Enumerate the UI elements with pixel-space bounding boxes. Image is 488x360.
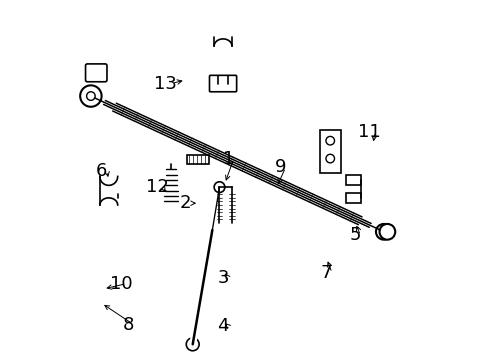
Circle shape <box>190 342 195 347</box>
Circle shape <box>380 229 386 235</box>
Text: 3: 3 <box>217 269 228 287</box>
Text: 9: 9 <box>274 158 285 176</box>
Circle shape <box>325 136 334 145</box>
Bar <box>346 193 360 203</box>
Text: 11: 11 <box>357 123 380 141</box>
Circle shape <box>379 224 394 240</box>
Bar <box>319 130 340 173</box>
Bar <box>346 175 360 185</box>
Text: 13: 13 <box>154 75 177 93</box>
Circle shape <box>375 224 391 240</box>
Text: 6: 6 <box>96 162 107 180</box>
Text: 7: 7 <box>320 264 332 282</box>
Text: 2: 2 <box>180 194 191 212</box>
Text: 5: 5 <box>349 226 360 244</box>
FancyBboxPatch shape <box>85 64 107 82</box>
Circle shape <box>186 338 199 351</box>
Circle shape <box>325 154 334 163</box>
Circle shape <box>80 85 102 107</box>
Text: 10: 10 <box>110 275 132 293</box>
Circle shape <box>86 92 95 100</box>
FancyBboxPatch shape <box>209 75 236 92</box>
Bar <box>187 155 208 164</box>
Text: 8: 8 <box>122 316 134 334</box>
Circle shape <box>214 182 224 193</box>
Text: 1: 1 <box>222 149 234 167</box>
Text: 4: 4 <box>217 318 228 336</box>
Text: 12: 12 <box>145 178 168 196</box>
